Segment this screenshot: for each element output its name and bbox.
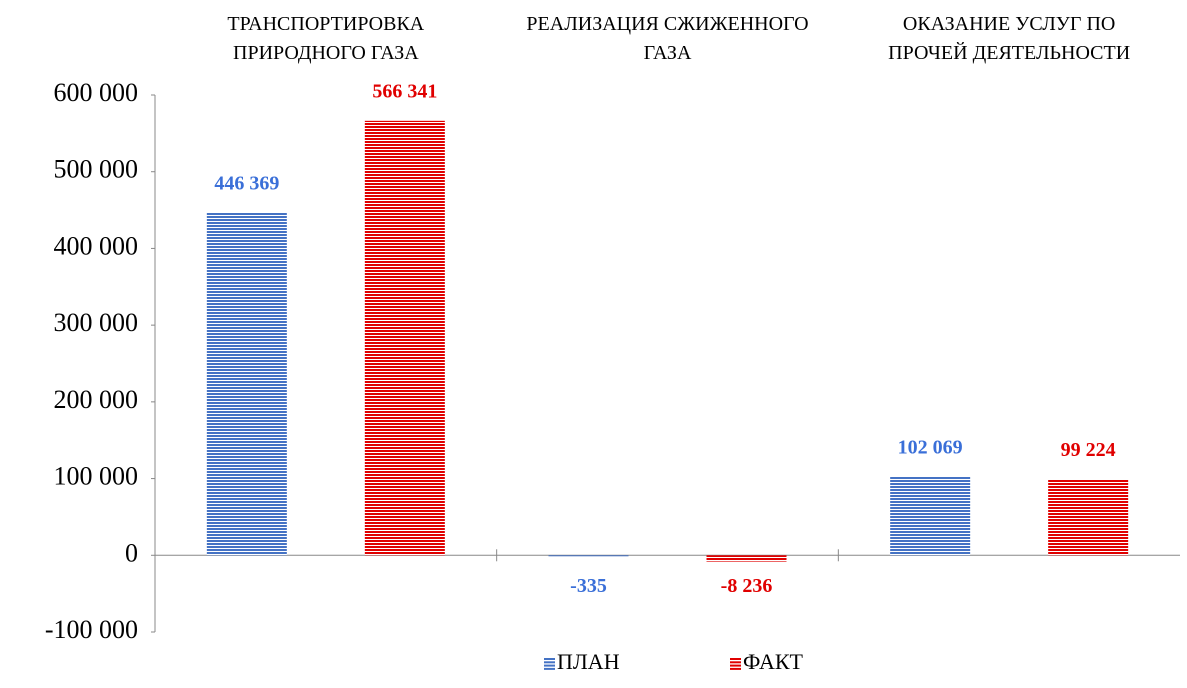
category-label: ОКАЗАНИЕ УСЛУГ ПО ПРОЧЕЙ ДЕЯТЕЛЬНОСТИ [888,13,1131,64]
legend-swatch [544,667,555,670]
legend-swatch [730,658,741,660]
y-tick-label: 500 000 [54,155,139,184]
bar [1048,479,1129,556]
legend-label: ПЛАН [557,649,620,674]
legend-swatch [730,661,741,664]
legend-swatch [544,658,555,660]
legend-swatch [730,664,741,667]
value-label: -335 [570,575,607,597]
bar [364,120,445,556]
value-label: 99 224 [1061,439,1116,461]
bar [206,212,287,556]
value-label: 446 369 [214,172,279,194]
category-label: РЕАЛИЗАЦИЯ СЖИЖЕННОГО ГАЗА [526,13,809,64]
y-tick-label: 300 000 [54,308,139,337]
y-tick-label: 600 000 [54,78,139,107]
value-label: 102 069 [898,437,963,459]
y-tick-label: 0 [125,538,138,567]
y-tick-label: 400 000 [54,231,139,260]
legend-swatch [544,664,555,667]
value-label: -8 236 [721,575,773,597]
bar [706,555,787,562]
legend-swatch [730,667,741,670]
category-label: ТРАНСПОРТИРОВКА ПРИРОДНОГО ГАЗА [227,13,425,64]
bar [548,555,629,557]
y-tick-label: 100 000 [54,462,139,491]
legend-swatch [544,661,555,664]
value-label: 566 341 [372,80,437,102]
y-tick-label: 200 000 [54,385,139,414]
legend-label: ФАКТ [743,649,804,674]
y-tick-label: -100 000 [45,615,138,644]
bar [890,476,971,556]
